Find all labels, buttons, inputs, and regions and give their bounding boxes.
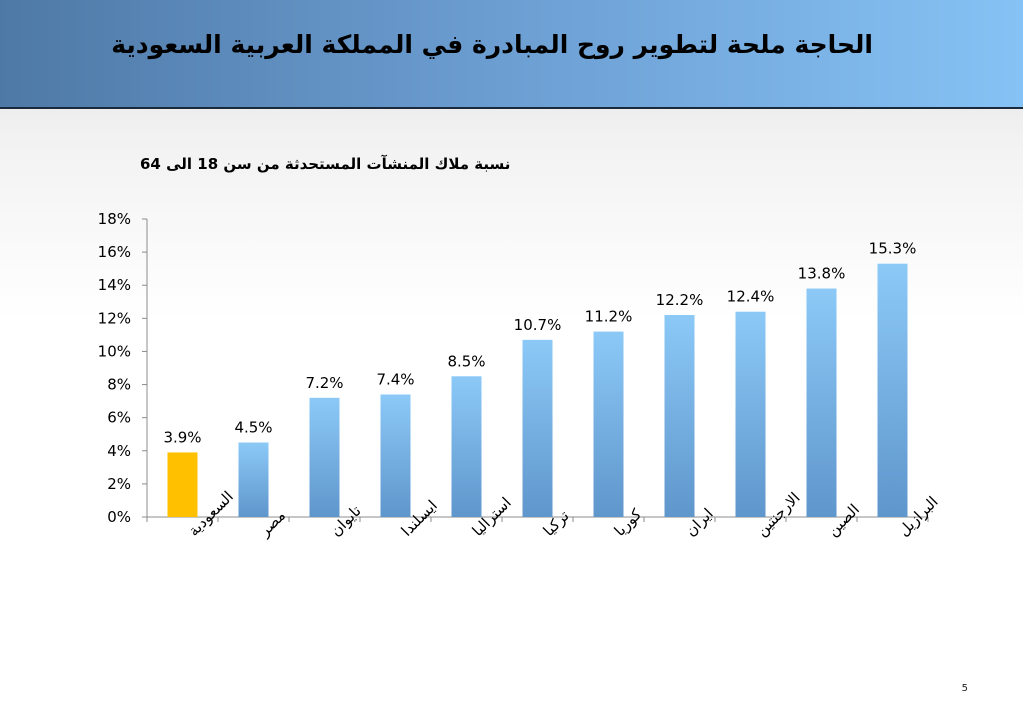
bar — [451, 376, 482, 517]
bar — [380, 394, 411, 517]
slide-title: الحاجة ملحة لتطوير روح المبادرة في الممل… — [111, 30, 873, 59]
bar — [309, 397, 340, 517]
y-tick-label: 0% — [107, 508, 131, 526]
y-tick-label: 10% — [98, 342, 131, 360]
y-tick-label: 8% — [107, 376, 131, 394]
bar — [664, 315, 695, 517]
bar — [877, 263, 908, 517]
data-label: 7.4% — [376, 370, 414, 388]
bar — [167, 452, 198, 517]
y-tick-label: 2% — [107, 475, 131, 493]
bar — [238, 442, 269, 517]
bar — [593, 331, 624, 517]
y-tick-label: 14% — [98, 276, 131, 294]
bar — [735, 311, 766, 517]
data-label: 12.4% — [727, 288, 775, 306]
data-label: 15.3% — [869, 240, 917, 258]
data-label: 7.2% — [305, 374, 343, 392]
title-banner: الحاجة ملحة لتطوير روح المبادرة في الممل… — [0, 0, 1023, 109]
y-tick-label: 4% — [107, 442, 131, 460]
data-label: 12.2% — [656, 291, 704, 309]
data-label: 3.9% — [163, 428, 201, 446]
data-label: 13.8% — [798, 265, 846, 283]
data-label: 4.5% — [234, 419, 272, 437]
y-tick-label: 12% — [98, 309, 131, 327]
y-tick-label: 16% — [98, 243, 131, 261]
y-tick-label: 18% — [98, 210, 131, 228]
page-number: 5 — [961, 683, 968, 694]
data-label: 11.2% — [585, 308, 633, 326]
chart-title: نسبة ملاك المنشآت المستحدثة من سن 18 الى… — [140, 155, 511, 173]
bar — [522, 339, 553, 517]
bar — [806, 288, 837, 517]
y-tick-label: 6% — [107, 409, 131, 427]
data-label: 10.7% — [514, 316, 562, 334]
data-label: 8.5% — [447, 352, 485, 370]
